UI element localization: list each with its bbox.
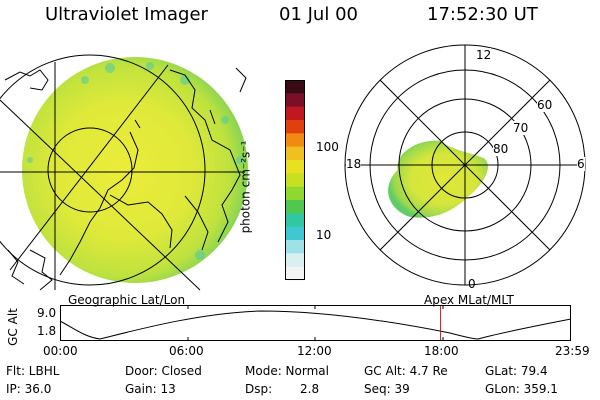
- glat-status: GLat: 79.4: [485, 364, 548, 378]
- altitude-ytick-low: 1.8: [37, 324, 57, 338]
- gain-status: Gain: 13: [125, 382, 176, 396]
- geographic-image: [0, 54, 248, 291]
- lat-label-60: 60: [537, 98, 553, 112]
- filter-status: Flt: LBHL: [6, 364, 60, 378]
- colorbar-stripe: [285, 106, 305, 121]
- colorbar-unit-label: photon cm⁻²s⁻¹: [238, 140, 253, 234]
- date-label: 01 Jul 00: [279, 4, 358, 25]
- colorbar-stripe: [285, 133, 305, 148]
- colorbar-stripe: [285, 120, 305, 134]
- colorbar-stripe: [285, 226, 305, 241]
- colorbar-stripe: [285, 200, 305, 214]
- xtick-2359: 23:59: [555, 344, 590, 358]
- xtick-0000: 00:00: [43, 344, 78, 358]
- colorbar-stripe: [285, 213, 305, 228]
- colorbar-tick-100: 100: [316, 140, 339, 154]
- lat-label-80: 80: [493, 142, 509, 156]
- mlt-label-12: 12: [476, 48, 492, 62]
- ip-status: IP: 36.0: [6, 382, 52, 396]
- mode-status: Mode: Normal: [245, 364, 329, 378]
- colorbar-stripe: [285, 186, 305, 201]
- colorbar-tick-10: 10: [316, 228, 332, 242]
- colorbar-stripe: [285, 160, 305, 174]
- door-status: Door: Closed: [125, 364, 202, 378]
- altitude-plot: [59, 305, 572, 341]
- colorbar-stripe: [285, 253, 305, 268]
- polar-plot: [344, 44, 586, 286]
- colorbar: [285, 80, 305, 281]
- colorbar-stripe: [285, 240, 305, 254]
- magnetic-caption: Apex MLat/MLT: [424, 293, 514, 307]
- xtick-0600: 06:00: [169, 344, 204, 358]
- dsp-label: Dsp:: [245, 382, 273, 396]
- dsp-value: 2.8: [300, 382, 320, 396]
- uv-emission-disk: [22, 57, 248, 283]
- coastlines: [4, 67, 247, 291]
- altitude-ytick-high: 9.0: [37, 306, 57, 320]
- mlt-label-6: 6: [577, 157, 585, 171]
- colorbar-stripe: [285, 93, 305, 108]
- instrument-title: Ultraviolet Imager: [45, 4, 208, 25]
- glon-status: GLon: 359.1: [485, 382, 558, 396]
- lat-label-70: 70: [513, 121, 529, 135]
- altitude-curve: [59, 310, 572, 340]
- geographic-caption: Geographic Lat/Lon: [68, 293, 186, 307]
- altitude-ylabel: GC Alt: [5, 308, 20, 346]
- gc-alt-status: GC Alt: 4.7 Re: [364, 364, 448, 378]
- auroral-oval: [388, 140, 489, 218]
- colorbar-stripe: [285, 173, 305, 188]
- mlt-label-18: 18: [346, 157, 362, 171]
- xtick-1200: 12:00: [297, 344, 332, 358]
- seq-status: Seq: 39: [364, 382, 410, 396]
- colorbar-stripe: [285, 266, 305, 281]
- colorbar-stripe: [285, 146, 305, 161]
- colorbar-stripe: [285, 80, 305, 94]
- xtick-1800: 18:00: [424, 344, 459, 358]
- time-label: 17:52:30 UT: [427, 4, 538, 25]
- mlt-label-0: 0: [468, 277, 476, 291]
